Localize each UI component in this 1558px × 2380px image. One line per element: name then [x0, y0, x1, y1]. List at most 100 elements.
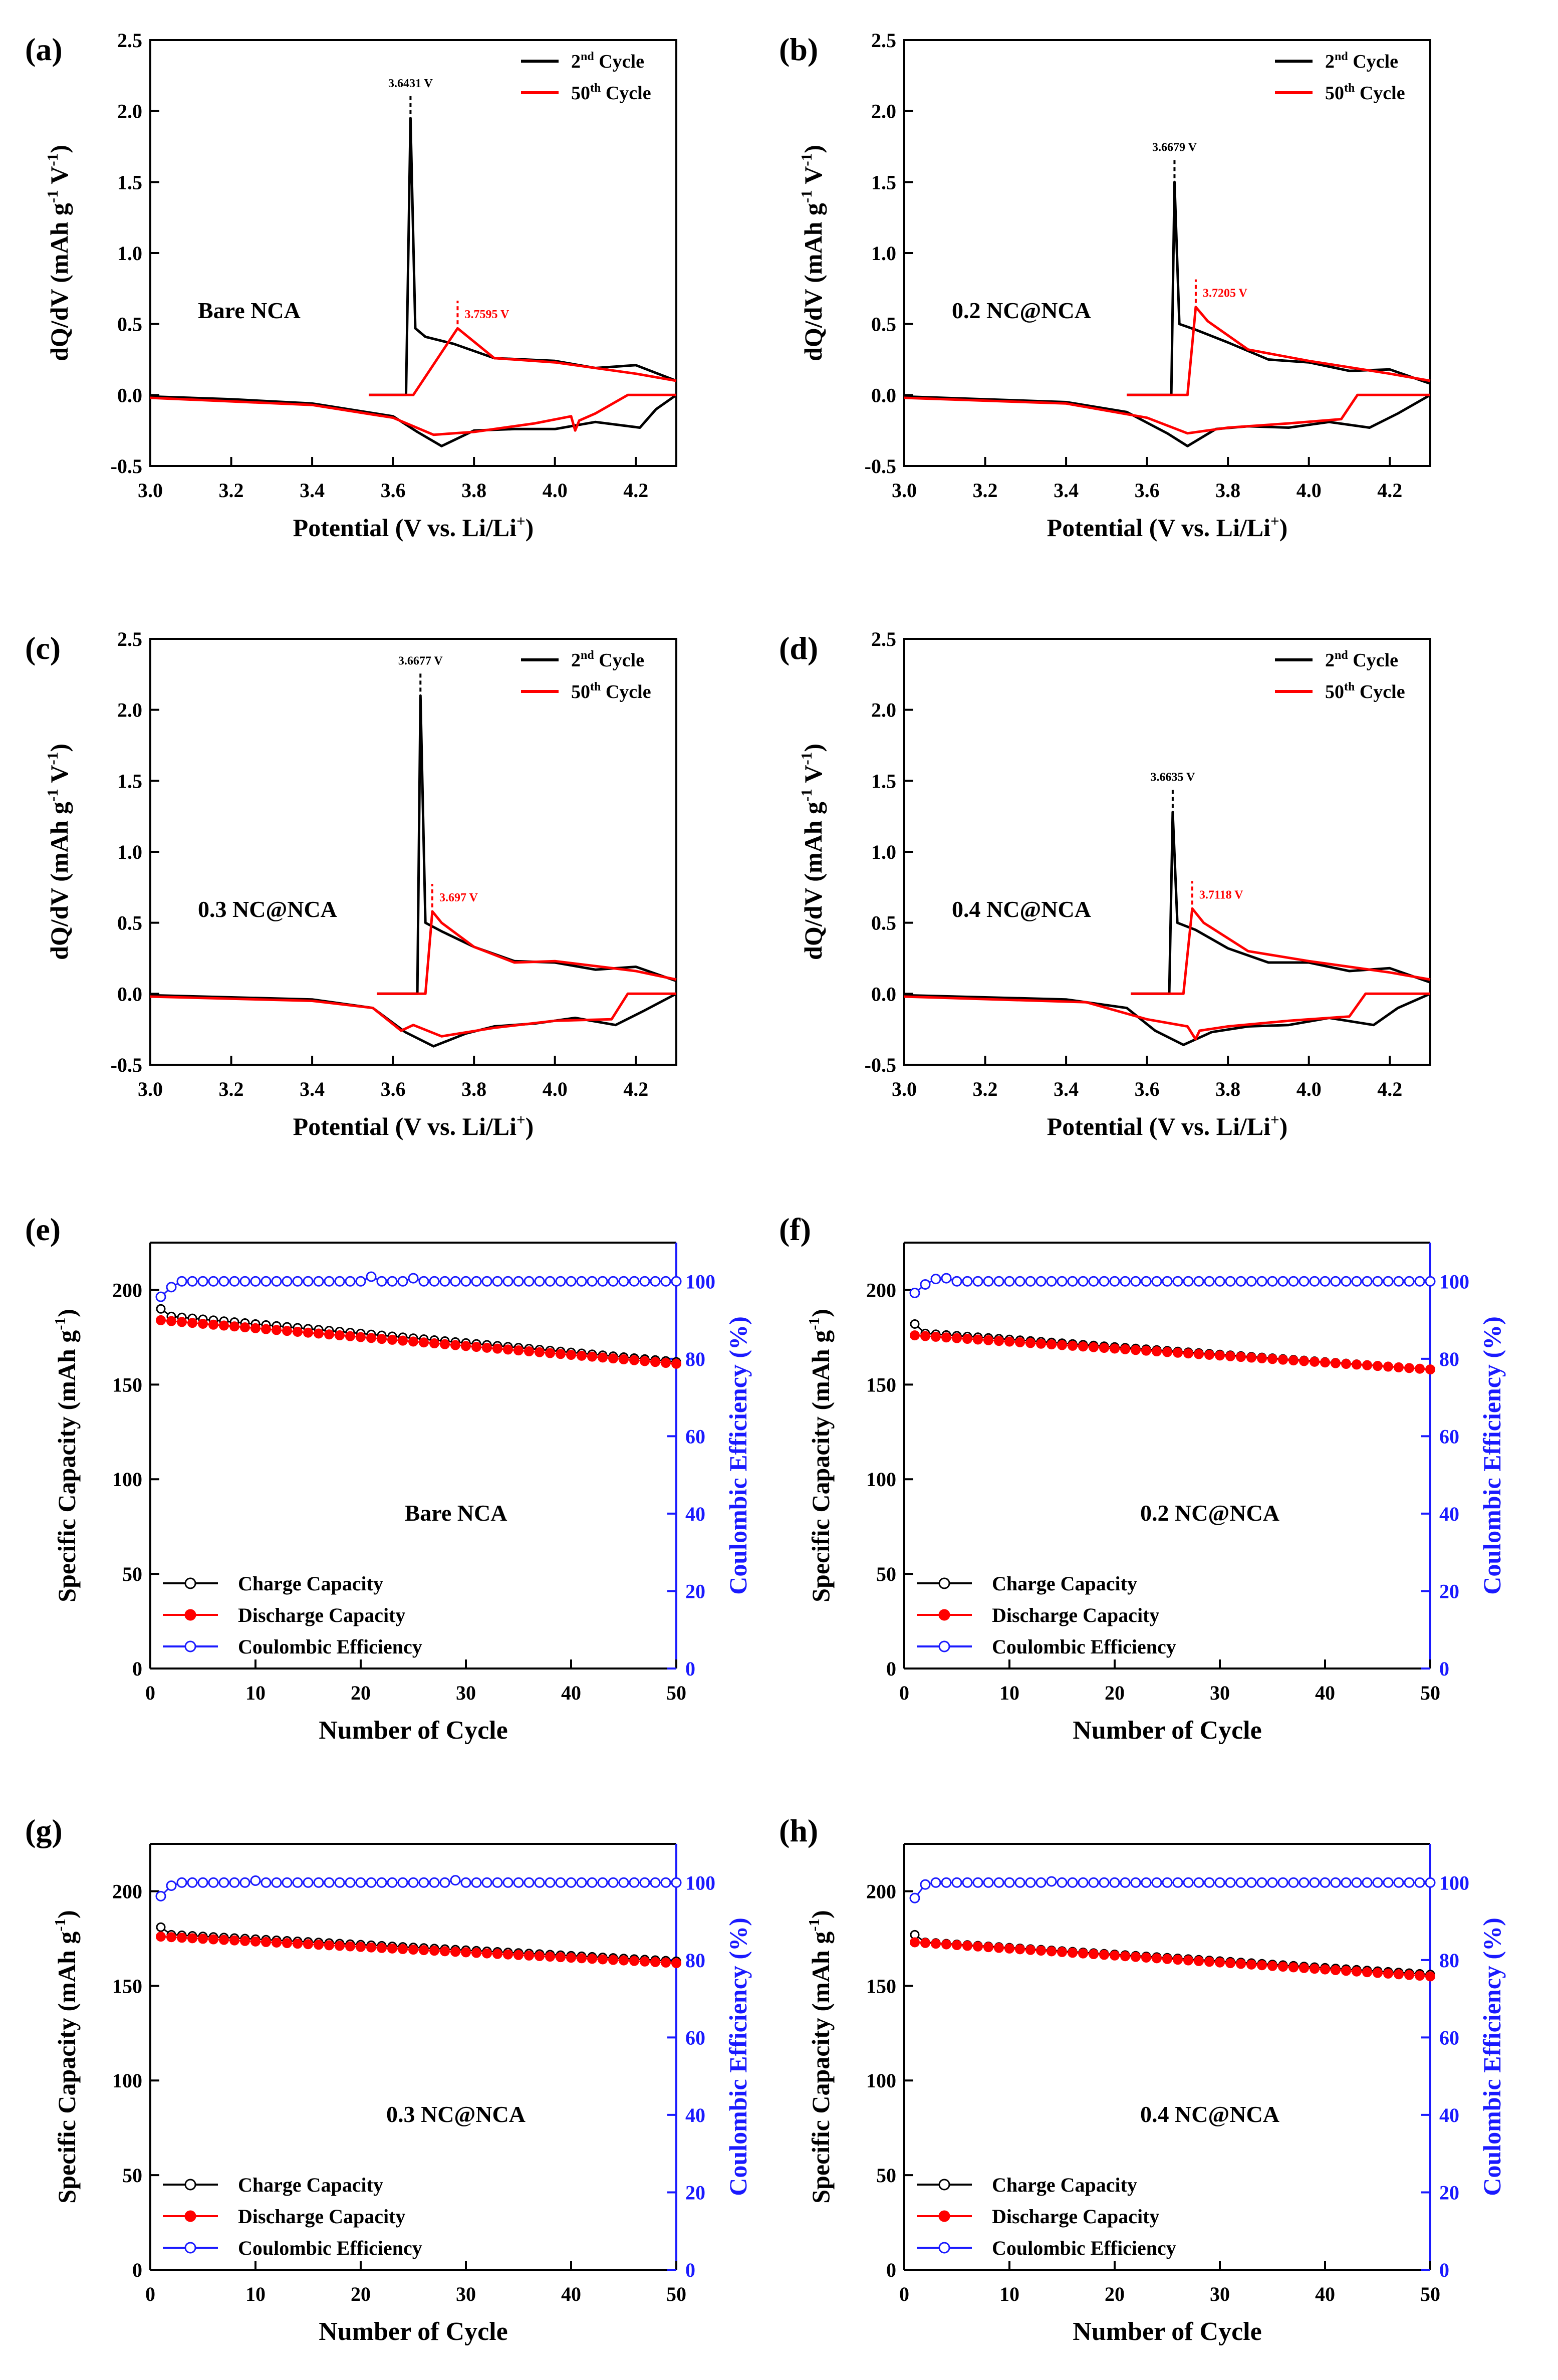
discharge-point: [973, 1334, 983, 1345]
discharge-point: [187, 1933, 197, 1944]
discharge-point: [166, 1932, 176, 1943]
x-tick-label: 10: [245, 2283, 266, 2305]
y-tick-label-right: 0: [1439, 2259, 1449, 2281]
x-tick-label: 4.2: [623, 1078, 648, 1100]
x-axis-title: Potential (V vs. Li/Li+): [293, 512, 534, 542]
ce-point: [471, 1877, 482, 1888]
ce-point: [587, 1877, 598, 1888]
x-tick-label: 3.8: [1215, 1078, 1240, 1100]
ce-point: [1120, 1877, 1131, 1888]
discharge-point: [261, 1937, 271, 1947]
y-tick-label-right: 20: [1439, 2181, 1459, 2204]
x-tick-label: 3.2: [219, 1078, 244, 1100]
panel-c: 3.0 3.2 3.4 3.6 3.8 4.0 4.2 -0.5 0.0 0.5 1.0 1.5 2.0…: [25, 628, 677, 1140]
ce-point: [176, 1276, 187, 1287]
ce-point: [1151, 1276, 1162, 1287]
ce-point: [972, 1877, 983, 1888]
ce-point: [166, 1880, 177, 1891]
ce-point: [608, 1276, 619, 1287]
ce-point: [324, 1877, 335, 1888]
ce-point: [1014, 1276, 1025, 1287]
y-axis-title: dQ/dV (mAh g-1 V-1): [44, 145, 73, 361]
discharge-point: [440, 1946, 450, 1957]
discharge-point: [250, 1323, 261, 1333]
y-axis-title-part: ): [45, 744, 73, 752]
ce-point: [313, 1276, 324, 1287]
discharge-point: [450, 1340, 460, 1350]
discharge-point: [156, 1932, 166, 1942]
y-tick-label: 0.5: [871, 912, 896, 934]
discharge-point: [1078, 1341, 1088, 1352]
x-tick-label: 0: [145, 2283, 155, 2305]
y-tick-label-right: 0: [685, 2259, 695, 2281]
ce-point: [397, 1276, 408, 1287]
y-tick-label: 2.5: [871, 628, 896, 650]
x-tick-label: 50: [666, 2283, 686, 2305]
discharge-point: [1152, 1346, 1162, 1357]
ce-point: [1288, 1276, 1299, 1287]
y-tick-label-left: 50: [122, 2164, 142, 2187]
discharge-point: [1120, 1951, 1130, 1962]
y-tick-label: -0.5: [111, 455, 142, 478]
y-axis-title: dQ/dV (mAh g-1 V-1): [44, 744, 73, 960]
legend-entry-part: 2: [1325, 51, 1335, 72]
discharge-point: [1299, 1356, 1309, 1366]
discharge-point: [177, 1933, 187, 1943]
legend-marker: [938, 1609, 950, 1621]
x-tick-label: 20: [1105, 1682, 1125, 1704]
ce-point: [218, 1877, 229, 1888]
panel-e: 0 10 20 30 40 50050100150200020406080100Numbe…: [25, 1212, 752, 1745]
ce-point: [502, 1877, 513, 1888]
discharge-point: [1257, 1960, 1267, 1971]
y-tick-label: 1.5: [117, 770, 142, 792]
y-tick-label-left: 200: [112, 1880, 142, 1902]
discharge-point: [1194, 1349, 1204, 1359]
panel-letter: (d): [779, 630, 818, 666]
series-50th-cycle-discharge: [904, 992, 1430, 1041]
ce-point: [492, 1276, 503, 1287]
x-axis-title-part: +: [516, 512, 526, 530]
ce-point: [450, 1875, 461, 1886]
y-axis-title-left-part: ): [53, 1309, 81, 1317]
discharge-point: [962, 1334, 972, 1344]
ce-point: [408, 1273, 419, 1284]
discharge-point: [1120, 1344, 1130, 1354]
discharge-point: [566, 1953, 576, 1963]
discharge-point: [1383, 1361, 1393, 1372]
legend-entry: 2nd Cycle: [1325, 649, 1398, 671]
ce-point: [1214, 1877, 1225, 1888]
y-tick-label-right: 40: [685, 2104, 705, 2126]
discharge-point: [229, 1321, 239, 1332]
ce-point: [1393, 1877, 1404, 1888]
peak-label-2nd: 3.6677 V: [398, 654, 443, 667]
x-tick-label: 30: [456, 1682, 476, 1704]
discharge-point: [440, 1339, 450, 1349]
discharge-point: [640, 1356, 650, 1366]
ce-point: [1204, 1877, 1215, 1888]
y-axis-title-left: Specific Capacity (mAh g-1): [51, 1910, 81, 2203]
x-tick-label: 3.6: [381, 1078, 406, 1100]
ce-point: [1172, 1877, 1183, 1888]
ce-point: [1141, 1276, 1152, 1287]
y-tick-label-left: 100: [112, 2069, 142, 2092]
ce-point: [1425, 1877, 1436, 1888]
discharge-point: [640, 1956, 650, 1967]
y-tick-label-right: 40: [685, 1503, 705, 1525]
discharge-point: [941, 1939, 951, 1950]
ce-point: [250, 1276, 261, 1287]
discharge-point: [293, 1326, 303, 1337]
ce-point: [1309, 1276, 1320, 1287]
ce-point: [909, 1287, 920, 1298]
ce-point: [366, 1271, 377, 1282]
ce-point: [1414, 1877, 1425, 1888]
discharge-point: [545, 1348, 555, 1358]
discharge-point: [198, 1934, 208, 1944]
y-tick-label-right: 80: [685, 1949, 705, 1972]
legend-entry-part: 50: [1325, 83, 1344, 104]
ce-point: [250, 1875, 261, 1886]
discharge-point: [941, 1332, 951, 1343]
discharge-point: [587, 1351, 597, 1362]
x-tick-label: 4.0: [1296, 479, 1322, 502]
discharge-point: [983, 1942, 993, 1953]
